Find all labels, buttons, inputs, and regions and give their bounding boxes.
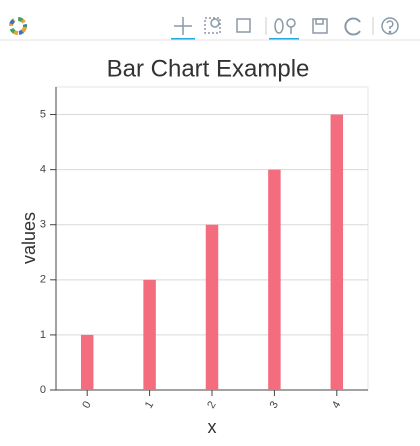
y-tick-label: 0	[40, 384, 46, 396]
x-tick-label: 3	[268, 399, 281, 410]
reset-tool[interactable]	[344, 17, 361, 36]
y-tick-label: 4	[40, 164, 46, 176]
bar	[80, 334, 94, 390]
x-tick-label: 1	[143, 399, 156, 410]
x-tick-label: 4	[330, 399, 343, 410]
chart-title: Bar Chart Example	[107, 55, 310, 82]
box-zoom-tool[interactable]	[204, 17, 221, 34]
x-tick-label: 0	[80, 399, 93, 410]
x-tick-label: 2	[205, 399, 218, 410]
y-tick-label: 1	[40, 329, 46, 341]
bar	[330, 114, 344, 390]
save-tool[interactable]	[312, 18, 328, 34]
bokeh-logo[interactable]	[9, 17, 27, 35]
y-tick-label: 5	[40, 108, 46, 120]
hover-tool[interactable]	[269, 18, 299, 40]
y-tick-label: 2	[40, 274, 46, 286]
help-tool[interactable]	[381, 17, 399, 35]
x-axis-label: x	[208, 417, 217, 437]
box-select-tool[interactable]	[236, 18, 251, 33]
y-axis-label: values	[19, 212, 39, 264]
y-tick-label: 3	[40, 219, 46, 231]
pan-tool[interactable]	[171, 17, 195, 40]
toolbar	[0, 17, 420, 41]
bar	[268, 169, 281, 390]
bar	[205, 224, 219, 390]
bar	[143, 279, 156, 390]
